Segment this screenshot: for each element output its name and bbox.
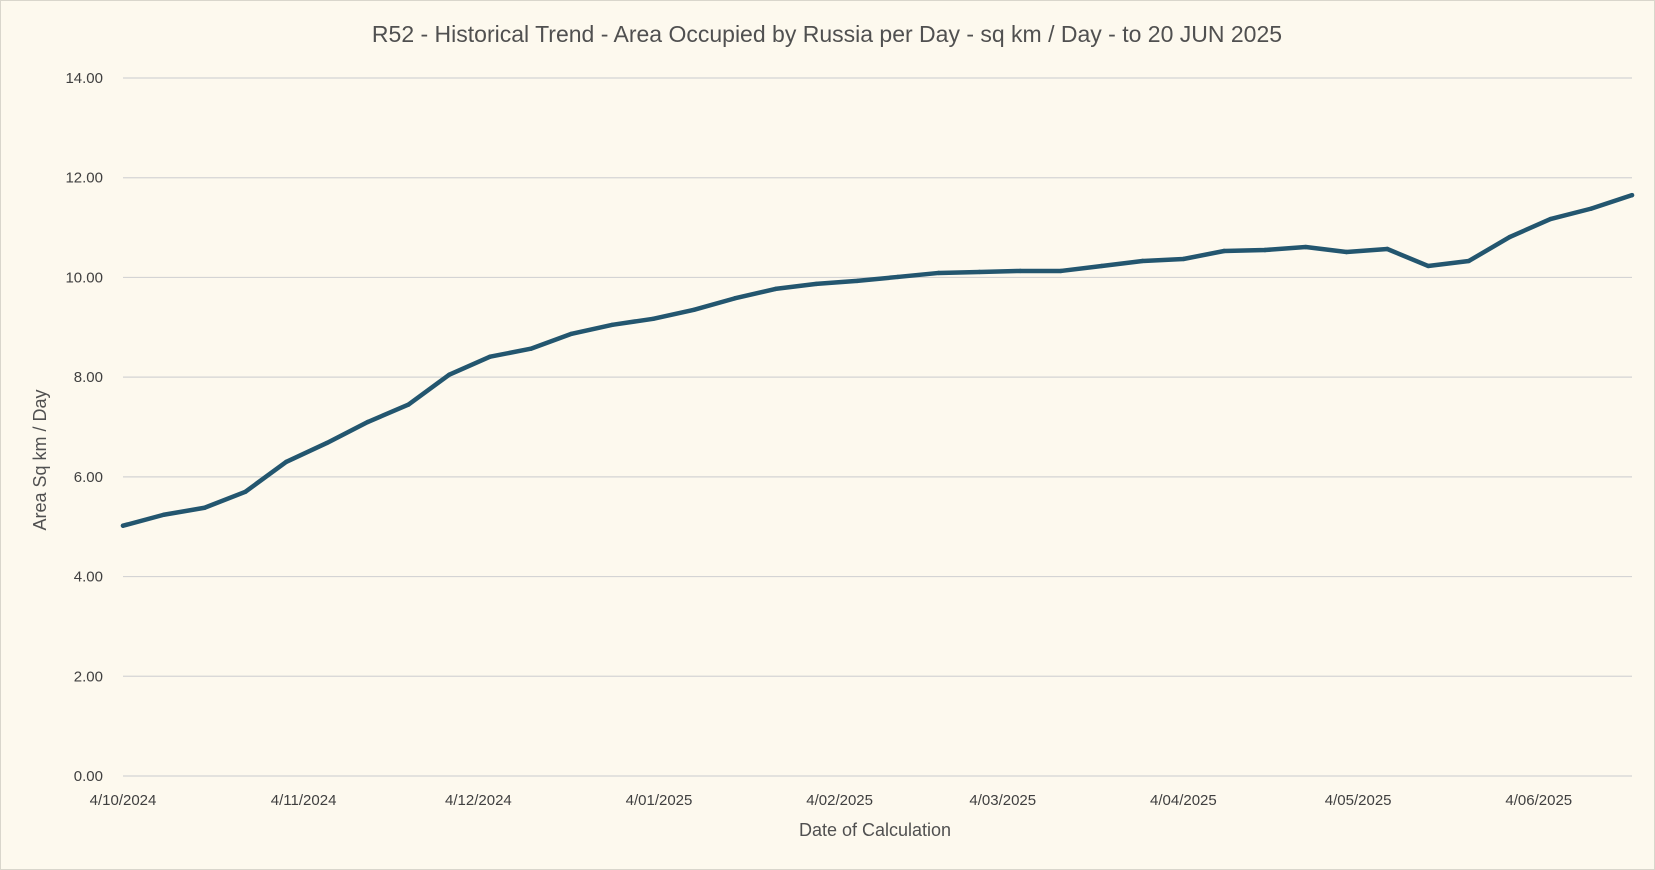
data-point: [895, 274, 901, 280]
data-point: [691, 307, 697, 313]
data-point: [406, 402, 411, 407]
data-point: [1425, 263, 1431, 269]
data-point: [161, 512, 166, 517]
data-point: [1099, 263, 1105, 269]
x-tick-label: 4/06/2025: [1505, 792, 1572, 809]
x-tick-label: 4/02/2025: [806, 792, 873, 809]
data-point: [324, 440, 330, 446]
x-tick-label: 4/12/2024: [445, 792, 512, 809]
y-tick-label: 6.00: [74, 469, 103, 486]
x-tick-label: 4/01/2025: [626, 792, 693, 809]
y-tick-label: 12.00: [65, 170, 103, 187]
data-point: [1507, 234, 1512, 240]
data-point: [936, 270, 941, 276]
x-tick-label: 4/04/2025: [1150, 792, 1217, 809]
y-tick-label: 2.00: [74, 668, 103, 685]
data-point: [814, 281, 819, 287]
data-points: [120, 192, 1635, 528]
data-point: [487, 354, 493, 359]
data-point: [773, 286, 778, 292]
data-point: [1589, 206, 1594, 211]
data-point: [1018, 268, 1023, 274]
x-tick-label: 4/03/2025: [969, 792, 1036, 809]
data-point: [202, 505, 207, 510]
x-tick-label: 4/10/2024: [90, 792, 157, 809]
y-axis-tick-labels: 0.00 2.00 4.00 6.00 8.00 10.00 12.00 14.00: [65, 70, 103, 785]
data-point: [1466, 258, 1472, 264]
data-point: [1629, 192, 1635, 198]
y-tick-label: 10.00: [65, 269, 103, 286]
data-point: [1385, 246, 1390, 252]
y-axis-title: Area Sq km / Day: [30, 389, 50, 530]
data-point: [610, 322, 615, 327]
data-point: [1303, 244, 1308, 250]
data-point: [569, 331, 574, 336]
data-point: [120, 523, 126, 528]
data-point: [1548, 216, 1553, 222]
data-point: [1181, 256, 1186, 262]
data-point: [365, 419, 370, 425]
data-point: [283, 459, 289, 465]
data-point: [977, 269, 982, 275]
chart-title: R52 - Historical Trend - Area Occupied b…: [372, 21, 1282, 47]
data-point: [1262, 247, 1268, 253]
x-axis-title: Date of Calculation: [799, 820, 951, 840]
y-tick-label: 8.00: [74, 369, 103, 386]
y-tick-label: 14.00: [65, 70, 103, 87]
data-point: [243, 489, 248, 495]
data-point: [650, 316, 656, 322]
y-tick-label: 0.00: [74, 768, 103, 785]
data-point: [1058, 268, 1064, 274]
data-point: [732, 296, 737, 301]
data-point: [1140, 258, 1145, 264]
data-point: [1221, 248, 1227, 254]
x-tick-label: 4/11/2024: [271, 792, 337, 809]
data-point: [1344, 249, 1349, 255]
x-tick-label: 4/05/2025: [1325, 792, 1392, 809]
x-axis-tick-labels: 4/10/2024 4/11/2024 4/12/2024 4/01/2025 4/02…: [90, 792, 1573, 809]
data-point: [447, 372, 452, 377]
series-line: [120, 192, 1635, 528]
gridlines: [123, 77, 1632, 777]
data-point: [528, 346, 534, 351]
y-tick-label: 4.00: [74, 569, 103, 586]
data-point: [854, 278, 860, 284]
